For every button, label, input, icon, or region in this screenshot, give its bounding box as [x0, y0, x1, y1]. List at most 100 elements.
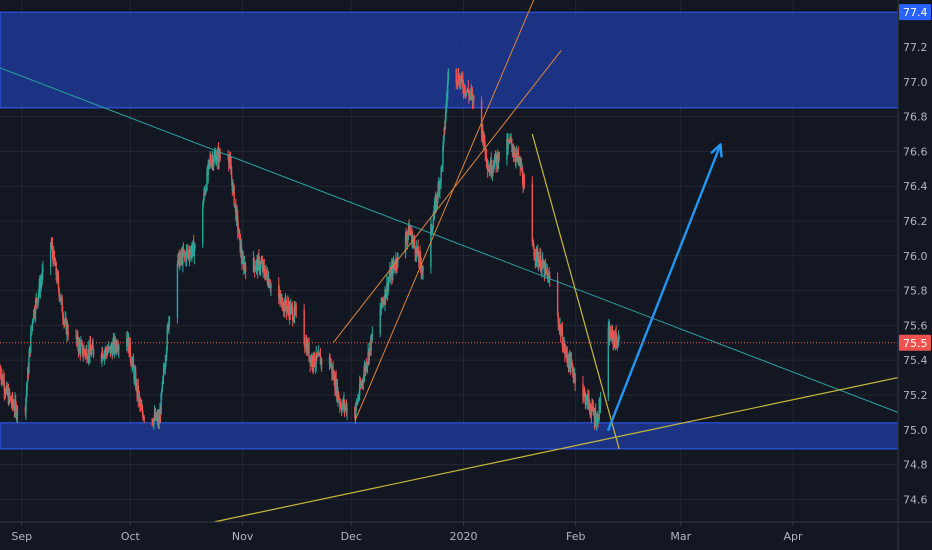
- candle-body-down: [436, 195, 438, 200]
- candle-body-up: [388, 279, 390, 282]
- candle-body-down: [10, 397, 12, 402]
- candle-body-up: [558, 326, 561, 329]
- candle-body-up: [535, 259, 537, 261]
- candle-body-down: [244, 266, 247, 273]
- candle-body-up: [392, 263, 394, 277]
- candle-body-up: [456, 82, 459, 84]
- candle-body-down: [343, 400, 346, 409]
- y-tick-label: 74.6: [903, 493, 928, 506]
- candle-body-down: [544, 264, 547, 270]
- candle-body-up: [433, 213, 435, 220]
- candle-body-up: [564, 352, 567, 355]
- candle-body-down: [140, 405, 142, 410]
- candle-body-up: [595, 424, 597, 426]
- candle-body-down: [588, 398, 590, 405]
- candle-body-up: [82, 353, 84, 355]
- candle-body-down: [218, 150, 221, 157]
- candle-body-up: [60, 297, 62, 301]
- candle-body-up: [538, 262, 541, 268]
- candle-body-down: [143, 417, 145, 420]
- candle-body-down: [610, 330, 612, 338]
- candle-body-up: [440, 167, 442, 182]
- candle-body-up: [362, 381, 365, 383]
- candle-body-up: [162, 377, 164, 382]
- candle-body-up: [442, 136, 445, 147]
- candle-body-up: [562, 345, 565, 350]
- candle-body-down: [151, 419, 153, 421]
- candle-body-down: [583, 391, 585, 393]
- candle-body-down: [494, 153, 497, 158]
- candle-body-down: [333, 374, 336, 386]
- candle-body-down: [549, 275, 551, 281]
- candle-body-down: [229, 158, 232, 166]
- candle-body-down: [230, 165, 232, 175]
- candle-body-down: [540, 255, 542, 271]
- x-tick-label: Nov: [232, 530, 254, 543]
- candle-body-down: [61, 298, 63, 313]
- candle-body-up: [387, 283, 389, 293]
- candle-body-down: [3, 380, 5, 392]
- candle-body-up: [34, 314, 36, 316]
- candle-body-down: [572, 365, 574, 373]
- candle-body-up: [34, 300, 37, 315]
- candle-body-up: [16, 414, 18, 417]
- candle-body-up: [540, 270, 543, 272]
- candle-body-down: [613, 337, 616, 341]
- y-tick-label: 76.4: [903, 180, 928, 193]
- candle-body-down: [11, 395, 14, 404]
- candle-body-down: [219, 156, 221, 158]
- candle-body-up: [418, 253, 421, 263]
- candle-body-up: [357, 398, 359, 404]
- y-tick-label: 75.2: [903, 389, 928, 402]
- candle-body-up: [28, 347, 31, 358]
- candle-body-down: [331, 364, 333, 374]
- candle-body-down: [238, 230, 241, 235]
- candle-body-up: [573, 374, 575, 378]
- candle-body-up: [286, 307, 288, 312]
- candle-body-up: [422, 266, 424, 272]
- candle-body-up: [506, 139, 508, 160]
- candle-body-up: [493, 160, 495, 169]
- candle-body-down: [470, 91, 473, 94]
- candle-body-up: [30, 331, 33, 334]
- candle-body-down: [455, 69, 457, 83]
- candle-body-up: [432, 219, 435, 228]
- price-axis-panel: [898, 0, 932, 550]
- candle-body-up: [444, 118, 447, 129]
- candle-body-down: [253, 265, 256, 271]
- upper-resistance-zone: [0, 11, 899, 109]
- candle-body-down: [393, 265, 396, 269]
- candle-body-up: [439, 181, 442, 183]
- candle-body-up: [64, 319, 66, 323]
- candle-body-up: [264, 274, 267, 279]
- candle-body-up: [5, 387, 7, 394]
- candle-body-down: [312, 366, 314, 368]
- candle-body-up: [607, 327, 610, 398]
- candle-body-down: [498, 151, 500, 160]
- candle-body-down: [313, 352, 316, 366]
- candle-body-down: [77, 335, 79, 347]
- candle-body-up: [597, 418, 600, 423]
- candle-body-down: [103, 357, 105, 359]
- candle-body-down: [484, 145, 486, 154]
- candle-body-up: [585, 395, 588, 403]
- y-tick-label: 76.8: [903, 111, 928, 124]
- candle-body-down: [457, 74, 460, 83]
- candle-body-down: [303, 309, 305, 344]
- candle-body-up: [570, 358, 572, 372]
- candle-body-up: [441, 166, 443, 168]
- candle-body-up: [598, 399, 600, 419]
- candle-body-up: [260, 262, 262, 269]
- candle-body-down: [588, 404, 591, 407]
- candle-body-up: [255, 261, 258, 268]
- candle-body-down: [558, 322, 560, 329]
- candle-body-up: [168, 317, 171, 319]
- candle-body-down: [130, 357, 132, 363]
- candle-body-up: [523, 181, 525, 190]
- candle-body-up: [387, 281, 390, 284]
- candle-body-down: [266, 269, 268, 275]
- candle-body-down: [571, 364, 573, 366]
- candle-body-up: [103, 352, 106, 358]
- candle-body-down: [561, 329, 564, 348]
